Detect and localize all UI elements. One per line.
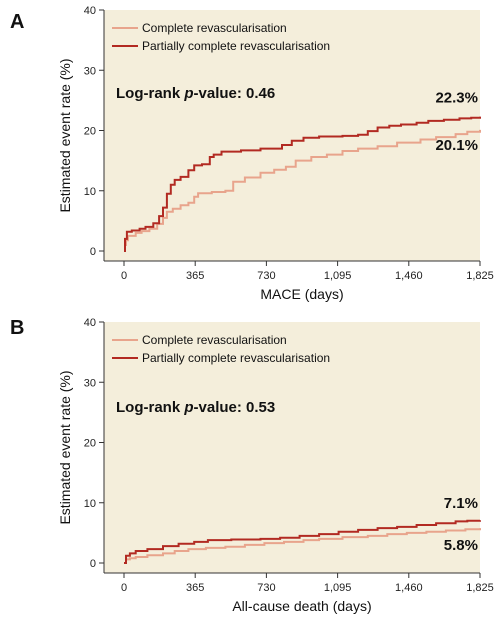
y-tick-label: 40 bbox=[84, 317, 96, 329]
x-tick-label: 1,460 bbox=[395, 270, 423, 282]
y-axis-title: Estimated event rate (%) bbox=[57, 58, 73, 212]
y-tick-label: 30 bbox=[84, 65, 96, 77]
log-rank-prefix: Log-rank bbox=[116, 399, 184, 416]
y-tick-label: 20 bbox=[84, 438, 96, 450]
log-rank-value: -value: 0.46 bbox=[194, 85, 276, 102]
legend-label: Complete revascularisation bbox=[142, 333, 287, 347]
y-tick-label: 10 bbox=[84, 186, 96, 198]
plot-background bbox=[104, 322, 480, 573]
x-tick-label: 1,825 bbox=[466, 582, 494, 594]
y-axis-title: Estimated event rate (%) bbox=[57, 370, 73, 524]
x-tick-label: 0 bbox=[121, 270, 127, 282]
legend-label: Partially complete revascularisation bbox=[142, 351, 330, 365]
end-value-label-complete: 5.8% bbox=[444, 537, 478, 554]
x-tick-label: 730 bbox=[257, 582, 275, 594]
chart-panel-a: 0 10 20 30 40 0 365 730 1,095 1,460 1,825 MACE (day… bbox=[10, 5, 494, 302]
end-value-label-complete: 20.1% bbox=[435, 137, 478, 154]
x-tick-label: 1,095 bbox=[324, 582, 352, 594]
x-tick-label: 365 bbox=[186, 582, 204, 594]
log-rank-p: p bbox=[183, 399, 193, 416]
y-tick-label: 40 bbox=[84, 5, 96, 17]
series-line-complete bbox=[124, 129, 481, 252]
chart-panel-b: 0 10 20 30 40 0 365 730 1,095 1,460 1,825 All-cause… bbox=[10, 317, 494, 614]
log-rank-label: Log-rank p-value: 0.53 bbox=[116, 399, 275, 416]
end-value-label-partial: 22.3% bbox=[435, 90, 478, 107]
plot-background bbox=[104, 10, 480, 261]
y-tick-label: 20 bbox=[84, 126, 96, 138]
x-tick-label: 1,460 bbox=[395, 582, 423, 594]
x-tick-label: 365 bbox=[186, 270, 204, 282]
legend-label: Complete revascularisation bbox=[142, 21, 287, 35]
y-tick-label: 0 bbox=[90, 558, 96, 570]
series-line-partial bbox=[124, 116, 481, 252]
legend-label: Partially complete revascularisation bbox=[142, 39, 330, 53]
x-tick-label: 0 bbox=[121, 582, 127, 594]
y-tick-label: 0 bbox=[90, 246, 96, 258]
y-tick-label: 30 bbox=[84, 377, 96, 389]
y-tick-label: 10 bbox=[84, 498, 96, 510]
log-rank-prefix: Log-rank bbox=[116, 85, 184, 102]
x-tick-label: 730 bbox=[257, 270, 275, 282]
end-value-label-partial: 7.1% bbox=[444, 495, 478, 512]
log-rank-label: Log-rank p-value: 0.46 bbox=[116, 85, 275, 102]
series-line-complete bbox=[124, 528, 481, 564]
x-tick-label: 1,825 bbox=[466, 270, 494, 282]
series-line-partial bbox=[124, 519, 481, 564]
panel-letter: A bbox=[10, 11, 24, 33]
x-tick-label: 1,095 bbox=[324, 270, 352, 282]
panel-letter: B bbox=[10, 317, 24, 339]
log-rank-p: p bbox=[183, 85, 193, 102]
log-rank-value: -value: 0.53 bbox=[194, 399, 276, 416]
x-axis-title: MACE (days) bbox=[260, 286, 343, 302]
x-axis-title: All-cause death (days) bbox=[232, 598, 371, 614]
